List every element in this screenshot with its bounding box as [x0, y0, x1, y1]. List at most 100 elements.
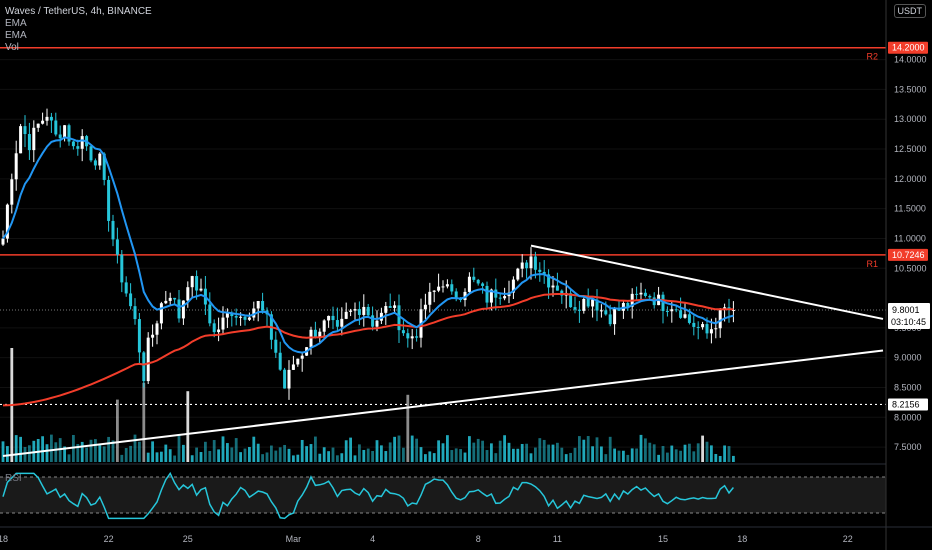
candle-body — [516, 268, 520, 280]
candle-body — [261, 301, 265, 311]
volume-bar — [617, 450, 621, 462]
volume-bar — [155, 452, 159, 462]
candle-body — [177, 299, 181, 319]
volume-bar — [349, 437, 352, 462]
volume-bar — [732, 455, 735, 462]
volume-bar — [6, 446, 9, 462]
candle-body — [19, 126, 23, 154]
candle-body — [168, 297, 172, 301]
candle-body — [529, 256, 533, 269]
candle-body — [635, 293, 639, 295]
candle-body — [133, 306, 137, 320]
volume-bar — [705, 441, 709, 462]
level-name-r1: R1 — [866, 259, 878, 269]
candle-body — [538, 269, 542, 272]
candle-body — [63, 125, 67, 139]
volume-bar — [239, 452, 242, 462]
volume-bar — [199, 452, 203, 462]
candle-body — [151, 334, 155, 338]
symbol-title[interactable]: Waves / TetherUS, 4h, BINANCE — [5, 6, 152, 17]
volume-bar — [322, 447, 326, 462]
candle-body — [401, 330, 405, 334]
time-tick: Mar — [286, 534, 302, 544]
volume-bar — [278, 447, 282, 462]
candle-body — [349, 310, 353, 312]
price-tick: 12.0000 — [894, 174, 927, 184]
price-tick: 10.5000 — [894, 263, 927, 273]
candle-body — [542, 271, 546, 275]
volume-bar — [344, 440, 348, 462]
candle-body — [36, 123, 40, 128]
volume-bar — [424, 454, 427, 462]
candle-body — [327, 315, 331, 321]
volume-bar — [710, 445, 713, 462]
price-tick: 11.0000 — [894, 233, 926, 243]
ema-fast-line — [2, 136, 734, 354]
volume-bar — [85, 447, 88, 462]
volume-bar — [256, 443, 260, 462]
candle-body — [137, 319, 141, 353]
level-tag-text: 14.2000 — [892, 43, 925, 53]
volume-bar — [573, 447, 577, 462]
volume-bar — [582, 439, 586, 462]
rsi-label[interactable]: RSI — [5, 473, 22, 484]
price-tick: 8.0000 — [894, 412, 922, 422]
price-tick: 7.5000 — [894, 442, 922, 452]
volume-bar — [168, 449, 172, 462]
volume-bar — [569, 452, 572, 462]
candle-body — [287, 369, 291, 389]
candle-body — [476, 279, 480, 284]
volume-bar — [177, 435, 181, 462]
currency-badge[interactable]: USDT — [893, 4, 926, 18]
ema-1-label[interactable]: EMA — [5, 18, 27, 29]
volume-bar — [450, 450, 454, 462]
volume-bar — [102, 446, 106, 462]
volume-bar — [551, 444, 555, 462]
candle-body — [5, 204, 9, 239]
volume-bar — [160, 451, 163, 462]
candle-body — [608, 314, 612, 325]
candle-body — [291, 364, 295, 370]
volume-bar — [446, 435, 449, 462]
candle-body — [362, 306, 366, 315]
volume-bar — [622, 450, 625, 462]
candle-body — [467, 276, 471, 292]
volume-bar — [41, 436, 44, 462]
candle-body — [335, 320, 339, 327]
volume-bar — [142, 382, 146, 462]
candle-body — [696, 326, 700, 328]
volume-bar — [208, 450, 212, 462]
time-axis: 18 22 25 Mar 4 8 11 15 18 22 — [0, 526, 932, 544]
volume-bar — [485, 450, 489, 462]
candle-body — [410, 336, 414, 339]
candle-body — [371, 315, 375, 327]
volume-bar — [688, 443, 691, 462]
candle-body — [533, 256, 537, 270]
candle-body — [670, 309, 674, 312]
volume-bar — [503, 435, 506, 462]
price-tick: 13.5000 — [894, 84, 927, 94]
ema-2-label[interactable]: EMA — [5, 30, 27, 41]
candle-body — [683, 314, 687, 318]
volume-bar — [230, 447, 234, 462]
volume-bar — [23, 447, 27, 462]
candle-body — [1, 238, 5, 245]
candle-body — [234, 316, 238, 318]
candle-body — [102, 153, 106, 180]
volume-bar — [534, 447, 537, 462]
volume-bar — [723, 445, 726, 462]
volume-bar — [50, 434, 53, 462]
price-tick: 8.5000 — [894, 382, 922, 392]
time-tick: 25 — [183, 534, 193, 544]
candle-body — [243, 316, 247, 320]
candle-body — [115, 239, 119, 255]
candle-body — [10, 179, 14, 205]
candle-body — [692, 322, 696, 327]
volume-label[interactable]: Vol — [5, 42, 19, 53]
candle-body — [54, 120, 58, 135]
volume-bar — [639, 434, 643, 462]
time-tick: 22 — [843, 534, 853, 544]
volume-bar — [283, 444, 286, 462]
volume-bar — [696, 443, 700, 462]
